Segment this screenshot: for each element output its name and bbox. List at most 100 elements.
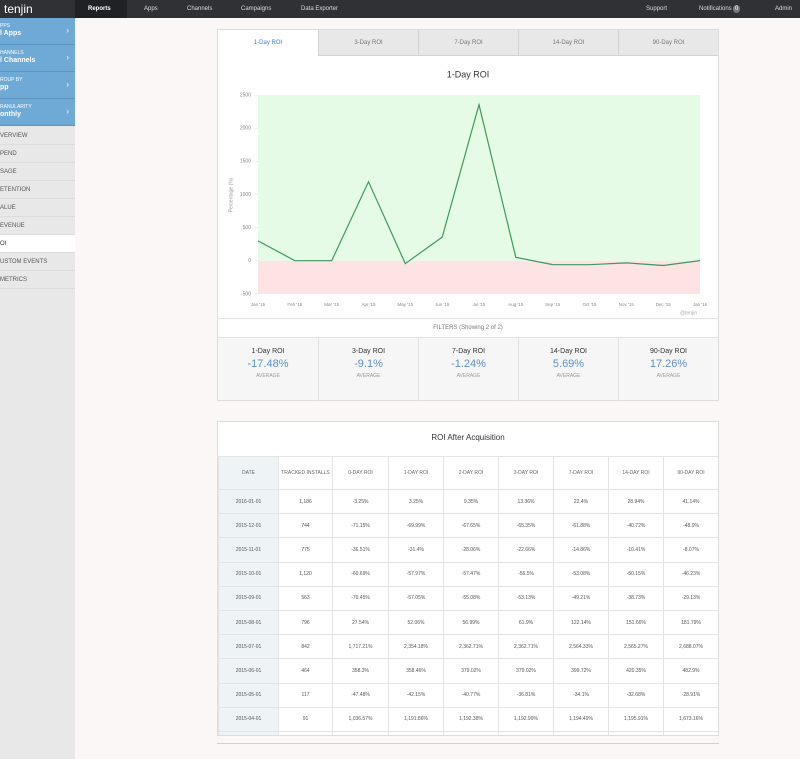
table-cell: -36.51% xyxy=(332,537,389,563)
tab[interactable]: 7-Day ROI xyxy=(418,30,518,56)
table-cell: 1,195.91% xyxy=(608,706,664,732)
stat-note: AVERAGE xyxy=(456,373,481,379)
table-cell: 52.06% xyxy=(388,609,444,636)
sidebar-item[interactable]: METRICS xyxy=(0,271,75,289)
table-cell: 2015-09-01 xyxy=(218,585,279,611)
table-cell: 2,354.18% xyxy=(388,634,444,660)
table-cell: 420.35% xyxy=(608,658,664,684)
table-cell: 2,362.71% xyxy=(443,634,499,660)
table-cell: 47.16% xyxy=(663,730,718,735)
active-nav-bg xyxy=(75,0,127,18)
nav-item[interactable]: Channels xyxy=(187,6,213,12)
filter-label: HANNELS xyxy=(0,50,24,56)
table-cell: 2,565.27% xyxy=(608,634,664,660)
table-cell: 28.94% xyxy=(608,488,664,515)
nav-item[interactable]: Apps xyxy=(144,6,158,12)
sidebar-item[interactable]: VERVIEW xyxy=(0,127,75,145)
table-cell: 430 xyxy=(278,730,333,735)
table-cell: 11.86% xyxy=(498,730,554,735)
chart-card: 1-Day ROI 3-Day ROI 7-Day ROI 14-Day ROI 90-… xyxy=(217,29,719,401)
tab[interactable]: 3-Day ROI xyxy=(318,30,418,56)
sidebar-filter[interactable]: PPS l Apps › xyxy=(0,18,75,45)
table-cell: -53.13% xyxy=(498,585,554,611)
sidebar-item[interactable]: EVENUE xyxy=(0,217,75,235)
table-row: 2015-05-01 117 -47.48% -42.15% -40.77% -36.81… xyxy=(218,682,718,708)
chevron: › xyxy=(66,53,69,62)
table-row: 2015-04-01 91 1,036.57% 1,191.86% 1,192.38% 1… xyxy=(218,706,718,732)
stat-box: 90-Day ROI 17.26% AVERAGE xyxy=(618,338,718,401)
stat-value: 5.69% xyxy=(552,358,585,370)
sidebar-filter[interactable]: ROUP BY pp › xyxy=(0,72,75,99)
logo[interactable]: tenjin xyxy=(4,2,33,16)
filter-label: PPS xyxy=(0,23,11,29)
sidebar-item[interactable]: USTOM EVENTS xyxy=(0,253,75,271)
table-cell: 379.02% xyxy=(443,658,499,684)
filters[interactable]: FILTERS (Showing 2 of 2) xyxy=(218,318,718,338)
table-row: 2015-07-01 842 1,717.21% 2,354.18% 2,362.71%… xyxy=(218,634,718,660)
sidebar-filter[interactable]: RANULARITY onthly › xyxy=(0,99,75,126)
sidebar-item[interactable]: PEND xyxy=(0,145,75,163)
table-cell: -67.65% xyxy=(443,513,499,539)
table-cell: 744 xyxy=(278,513,333,539)
table-cell: 1,036.57% xyxy=(332,706,389,732)
sidebar: PPS l Apps › HANNELS l Channels › ROUP BY pp › RA… xyxy=(0,18,75,759)
table-cell: 181.79% xyxy=(663,609,718,636)
filter-value: l Apps xyxy=(0,30,22,37)
sidebar-filter[interactable]: HANNELS l Channels › xyxy=(0,45,75,72)
table-cell: -65.35% xyxy=(498,513,554,539)
chevron: › xyxy=(66,107,69,116)
table-cell: 9.35% xyxy=(443,488,499,515)
table-cell: 151.66% xyxy=(608,609,664,636)
table-cell: 1.63% xyxy=(388,730,444,735)
sidebar-item[interactable]: ETENTION xyxy=(0,181,75,199)
column-header: 2-DAY ROI xyxy=(443,456,499,490)
table-row: 2015-08-01 796 27.54% 52.06% 56.99% 61.9% 122.… xyxy=(218,609,718,636)
nav-item[interactable]: Data Exporter xyxy=(301,6,339,12)
table-cell: -6.01% xyxy=(332,730,389,735)
sidebar-item[interactable]: SAGE xyxy=(0,163,75,181)
table-cell: 2,362.71% xyxy=(498,634,554,660)
table-row: 2015-11-01 775 -36.51% -31.4% -28.06% -22.66%… xyxy=(218,537,718,563)
nav-item[interactable]: Reports xyxy=(88,6,111,12)
table-row: 2015-09-01 563 -70.45% -57.05% -55.08% -53.13… xyxy=(218,585,718,611)
table-title: ROI After Acquisition xyxy=(431,433,505,442)
table-cell: 27.54% xyxy=(332,609,389,636)
filter-label: ROUP BY xyxy=(0,77,23,83)
table-cell: -50.15% xyxy=(608,561,664,587)
table-cell: -56.5% xyxy=(498,561,554,587)
notifications[interactable]: Notifications xyxy=(699,6,732,12)
table-cell: -61.88% xyxy=(553,513,609,539)
tab[interactable]: 1-Day ROI xyxy=(218,30,318,56)
stat-value: -1.24% xyxy=(451,358,486,370)
table-cell: -57.97% xyxy=(388,561,444,587)
table-cell: 117 xyxy=(278,682,333,708)
stat-note: AVERAGE xyxy=(656,373,681,379)
table-cell: 28.58% xyxy=(608,730,664,735)
tab[interactable]: 14-Day ROI xyxy=(518,30,618,56)
table-row: 2016-01-01 1,186 -3.25% 3.25% 9.35% 13.36% 22.… xyxy=(218,488,718,515)
table-cell: 2015-10-01 xyxy=(218,561,279,587)
table-cell: -42.15% xyxy=(388,682,444,708)
table-cell: 358.46% xyxy=(388,658,444,684)
table-cell: -47.48% xyxy=(332,682,389,708)
table-cell: 18.33% xyxy=(553,730,609,735)
table-cell: 2015-06-01 xyxy=(218,658,279,684)
table-cell: -14.86% xyxy=(553,537,609,563)
admin[interactable]: Admin xyxy=(775,6,793,12)
nav-item[interactable]: Campaigns xyxy=(241,6,272,12)
table-cell: -31.4% xyxy=(388,537,444,563)
table-cell: -40.72% xyxy=(608,513,664,539)
sidebar-item[interactable]: ALUE xyxy=(0,199,75,217)
table-cell: -55.08% xyxy=(443,585,499,611)
table-cell: -71.15% xyxy=(332,513,389,539)
tab[interactable]: 90-Day ROI xyxy=(618,30,718,56)
filter-value: onthly xyxy=(0,111,21,118)
sidebar-item[interactable]: OI xyxy=(0,235,75,253)
table-cell: -10.41% xyxy=(608,537,664,563)
table-cell: 3.25% xyxy=(388,488,444,515)
table-cell: 2015-12-01 xyxy=(218,513,279,539)
table-cell: 1,120 xyxy=(278,561,333,587)
table-cell: 2,564.33% xyxy=(553,634,609,660)
table-cell: -60.69% xyxy=(332,561,389,587)
support[interactable]: Support xyxy=(646,6,668,12)
